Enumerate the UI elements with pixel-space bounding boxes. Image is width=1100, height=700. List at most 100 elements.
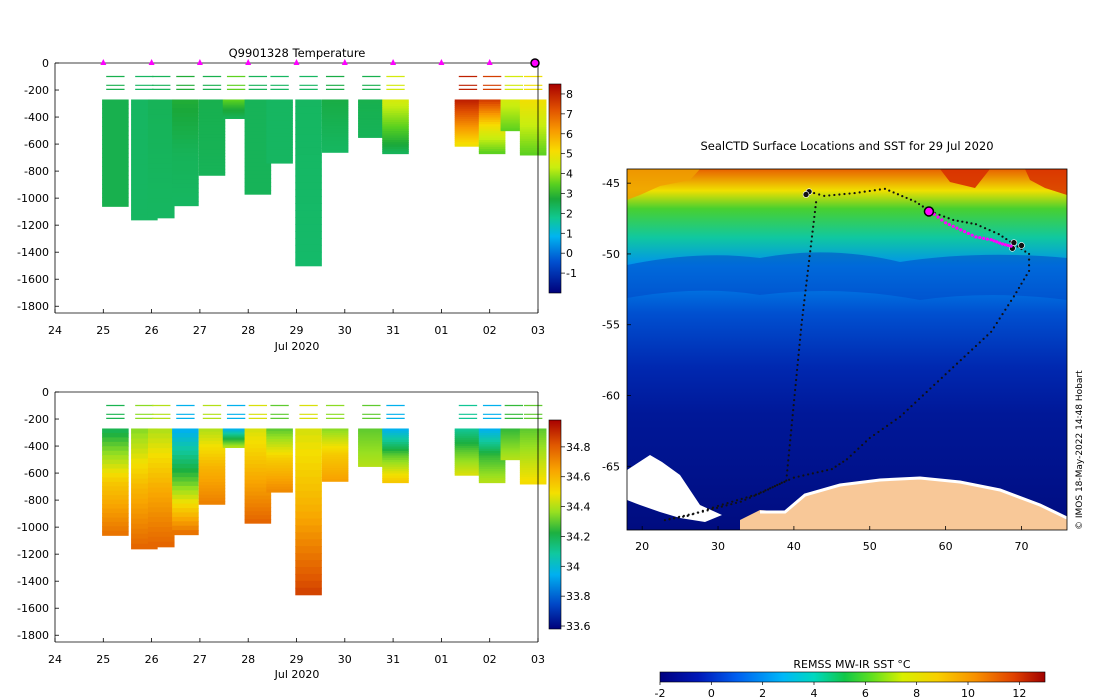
track-point <box>791 419 794 422</box>
profile-cell <box>478 455 506 459</box>
sst-colorbar-tick-label: 2 <box>759 687 766 700</box>
profile-cell <box>321 119 349 123</box>
profile-cell <box>454 461 482 465</box>
profile-cell <box>266 125 293 130</box>
track-point <box>810 235 814 238</box>
track-point <box>986 334 989 337</box>
profile-cell <box>454 453 482 457</box>
profile-cell <box>131 109 158 116</box>
track-point <box>929 387 932 390</box>
profile-cell <box>454 134 482 137</box>
profile-cell <box>172 490 199 496</box>
track-point <box>873 189 876 192</box>
profile-cell <box>454 455 482 459</box>
profile-cell <box>500 444 528 446</box>
profile-cell <box>198 472 226 477</box>
profile-cell <box>382 451 409 454</box>
track-point <box>794 383 797 387</box>
profile-cell <box>198 156 226 160</box>
track-point <box>790 429 793 432</box>
track-point <box>814 206 817 209</box>
track-point <box>796 363 799 367</box>
profile-cell <box>321 478 349 482</box>
profile-cell <box>198 478 226 483</box>
profile-cell <box>295 435 322 443</box>
profile-cell <box>295 203 322 211</box>
track-point <box>813 210 817 214</box>
track-point <box>967 351 970 355</box>
profile-cell <box>244 190 272 195</box>
profile-cell <box>244 440 272 445</box>
track-point <box>988 229 991 232</box>
track-point <box>783 480 786 483</box>
profile-cell <box>358 463 385 466</box>
profile-cell <box>454 436 482 439</box>
profile-cell <box>382 151 409 155</box>
profile-cell <box>295 560 322 568</box>
y-tick-label: -400 <box>24 440 49 453</box>
profile-cell <box>266 433 293 438</box>
profile-cell <box>358 455 385 458</box>
profile-cell <box>222 109 250 112</box>
profile-cell <box>382 437 409 441</box>
profile-cell <box>244 103 272 108</box>
profile-cell <box>266 157 293 161</box>
profile-cell <box>198 491 226 496</box>
profile-cell <box>478 478 506 481</box>
track-point <box>853 451 856 454</box>
profile-cell <box>321 472 349 476</box>
profile-cell <box>358 460 385 463</box>
salinity-colorbar-ticks: 34.8 34.6 34.4 34.2 34 33.8 33.6 <box>561 441 591 633</box>
profile-cell <box>222 116 250 118</box>
profile-cell <box>500 104 528 107</box>
profile-cell <box>131 189 158 196</box>
profile-cell <box>321 463 349 467</box>
recent-track-point <box>1006 243 1010 248</box>
track-point <box>795 373 798 377</box>
profile-cell <box>266 439 293 443</box>
profile-cell <box>266 428 293 432</box>
profile-cell <box>358 108 385 112</box>
profile-cell <box>131 144 158 151</box>
profile-cell <box>147 173 175 179</box>
profile-cell <box>172 521 199 527</box>
profile-cell <box>147 433 175 439</box>
track-point <box>771 486 774 489</box>
profile-cell <box>478 430 506 434</box>
profile-cell <box>382 103 409 107</box>
profile-cell <box>102 99 129 105</box>
profile-cell <box>102 464 129 470</box>
profile-cell <box>244 507 272 512</box>
track-point <box>786 469 789 472</box>
profile-cell <box>222 441 250 444</box>
profile-cell <box>266 136 293 140</box>
profile-cell <box>321 121 349 125</box>
profile-cell <box>500 456 528 459</box>
profile-cell <box>478 451 506 454</box>
track-point <box>802 308 805 312</box>
profile-cell <box>295 470 322 478</box>
profile-marker <box>293 59 300 65</box>
sst-cool-band <box>627 252 1067 300</box>
profile-cell <box>295 573 322 582</box>
profile-cell <box>382 435 409 439</box>
profile-cell <box>321 430 349 434</box>
track-point <box>682 514 685 517</box>
track-point <box>797 475 800 478</box>
profile-marker <box>438 59 445 65</box>
profile-cell <box>222 428 250 430</box>
profile-cell <box>454 471 482 474</box>
profile-cell <box>222 116 250 119</box>
profile-cell <box>358 127 385 131</box>
colorbar-tick-label: 34.6 <box>566 471 591 484</box>
profile-cell <box>295 258 322 267</box>
colorbar-tick-label: 33.8 <box>566 590 591 603</box>
profile-cell <box>454 128 482 132</box>
track-point <box>995 321 998 325</box>
sst-map-axes: 20 30 40 50 60 70 -45 -50 -55 -60 -65 <box>602 177 1028 553</box>
profile-cell <box>454 105 482 108</box>
profile-cell <box>244 499 272 504</box>
profile-cell <box>500 453 528 455</box>
profile-cell <box>131 508 158 515</box>
